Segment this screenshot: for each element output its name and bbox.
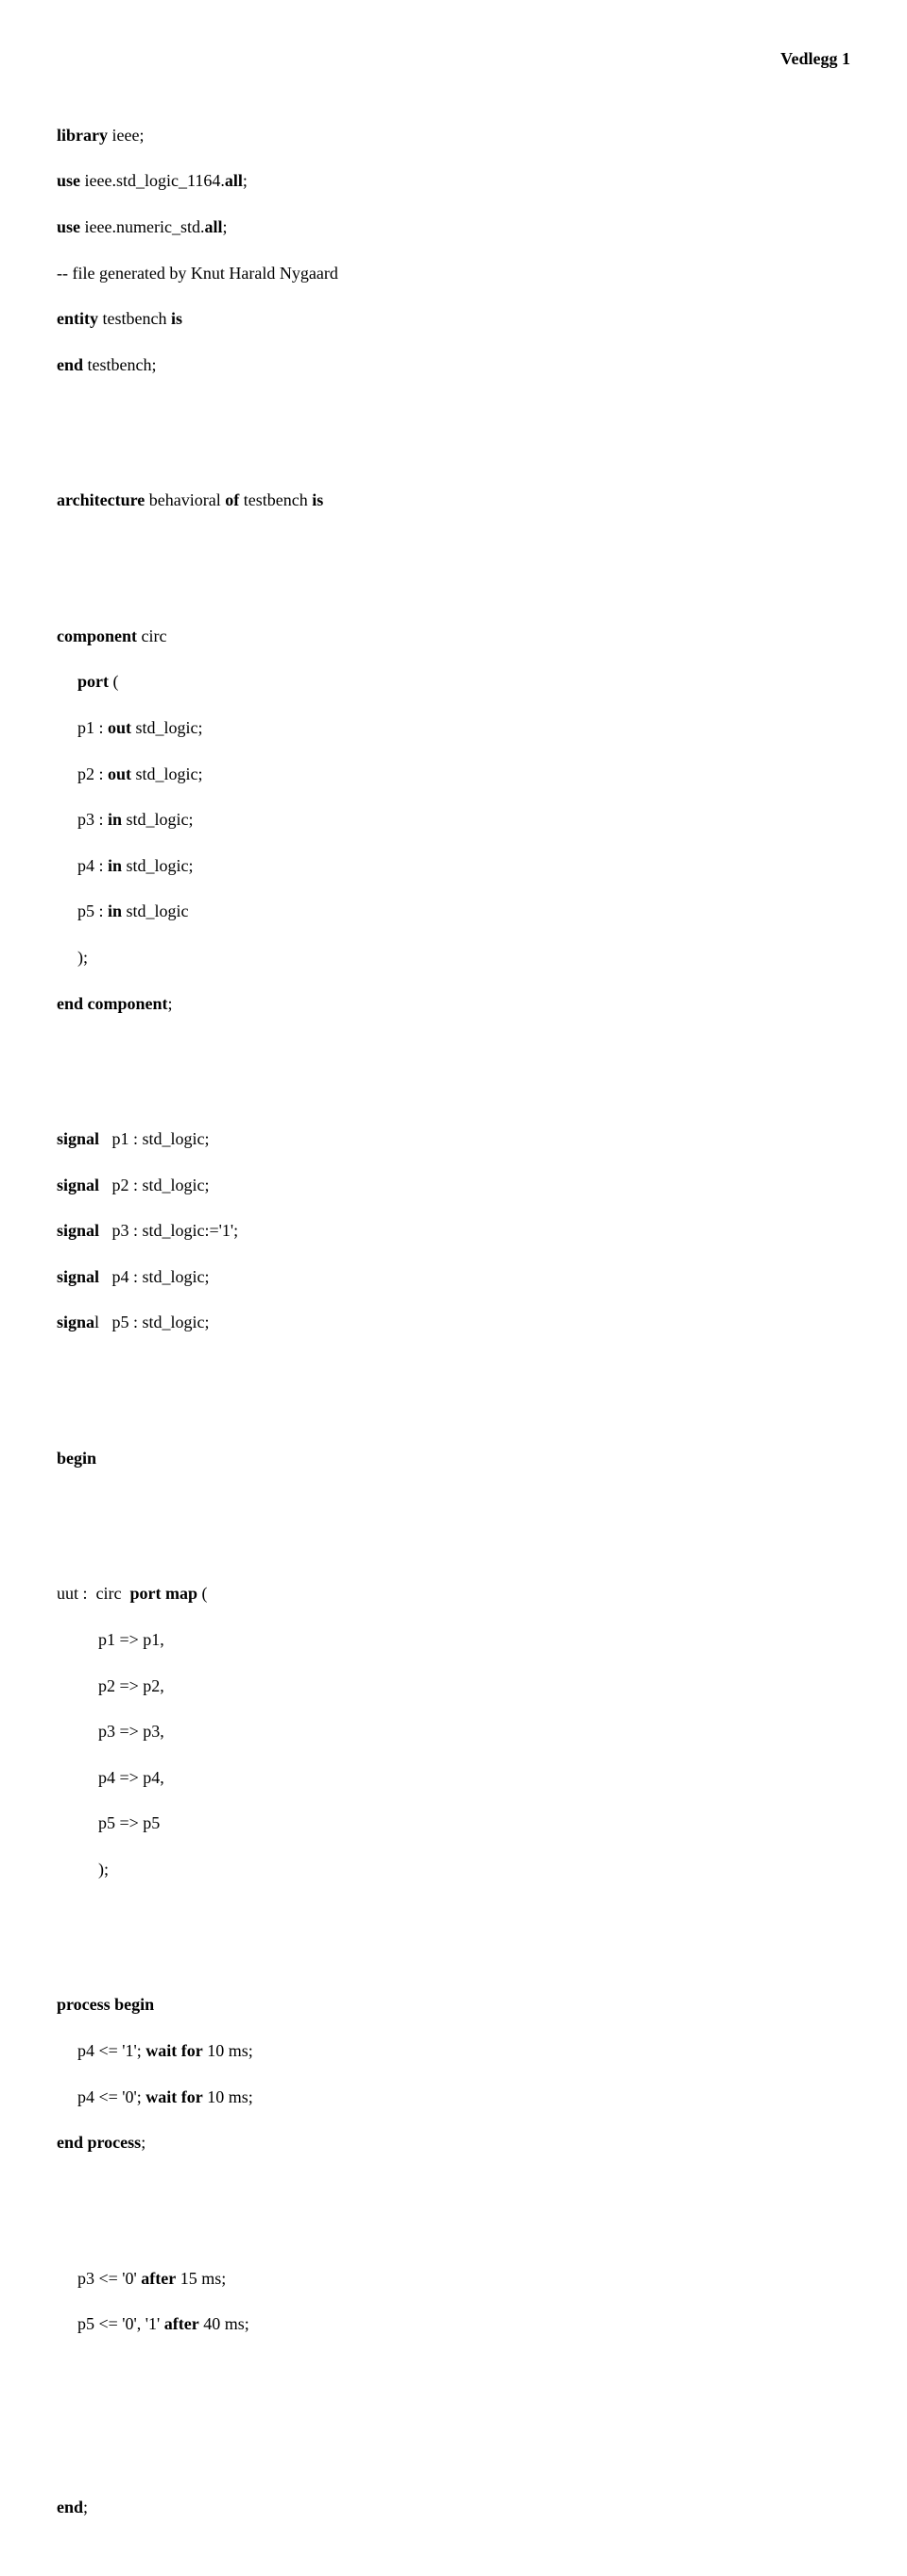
- kw-out: out: [108, 764, 131, 783]
- kw-out: out: [108, 718, 131, 737]
- kw-end-process: end process: [57, 2133, 141, 2152]
- text: p3 <= '0': [77, 2269, 141, 2288]
- text: p2 : std_logic;: [99, 1176, 210, 1194]
- text: 40 ms;: [199, 2314, 249, 2333]
- kw-signal: signal: [57, 1267, 99, 1286]
- text: p3 :: [77, 810, 108, 829]
- text: p4 <= '0';: [77, 2087, 145, 2106]
- kw-use: use: [57, 171, 80, 190]
- text: behavioral: [145, 490, 225, 509]
- text: );: [77, 948, 88, 967]
- kw-is: is: [171, 309, 182, 328]
- kw-after: after: [141, 2269, 176, 2288]
- text: p3 : std_logic:='1';: [99, 1221, 238, 1240]
- text: p5 :: [77, 902, 108, 920]
- kw-begin: begin: [57, 1449, 96, 1468]
- kw-in: in: [108, 810, 122, 829]
- text: testbench: [98, 309, 171, 328]
- text: ;: [141, 2133, 145, 2152]
- kw-end: end: [57, 355, 83, 374]
- kw-entity: entity: [57, 309, 98, 328]
- document-header: Vedlegg 1: [57, 47, 850, 70]
- kw-signal: signal: [57, 1129, 99, 1148]
- kw-end-component: end component: [57, 994, 168, 1013]
- text: ;: [83, 2498, 88, 2516]
- kw-is: is: [312, 490, 323, 509]
- code-block: library ieee; use ieee.std_logic_1164.al…: [57, 77, 850, 2576]
- text: ieee;: [108, 126, 144, 145]
- kw-port-map: port map: [129, 1584, 197, 1603]
- text: p2 => p2,: [98, 1676, 164, 1695]
- kw-signal: signal: [57, 1176, 99, 1194]
- text: p1 : std_logic;: [99, 1129, 210, 1148]
- comment: -- file generated by Knut Harald Nygaard: [57, 264, 338, 283]
- kw-in: in: [108, 902, 122, 920]
- text: ieee.std_logic_1164.: [80, 171, 225, 190]
- kw-signal: signal: [57, 1221, 99, 1240]
- text: (: [197, 1584, 208, 1603]
- text: std_logic;: [122, 856, 194, 875]
- text: 10 ms;: [203, 2041, 253, 2060]
- kw-architecture: architecture: [57, 490, 145, 509]
- text: ;: [168, 994, 173, 1013]
- text: 10 ms;: [203, 2087, 253, 2106]
- text: ;: [222, 217, 227, 236]
- text: p5 => p5: [98, 1813, 160, 1832]
- kw-component: component: [57, 627, 137, 645]
- text: (: [109, 672, 119, 691]
- kw-wait-for: wait for: [145, 2041, 202, 2060]
- kw-after: after: [164, 2314, 199, 2333]
- kw-signal: signa: [57, 1313, 94, 1331]
- text: p4 => p4,: [98, 1768, 164, 1787]
- text: ;: [243, 171, 248, 190]
- text: );: [98, 1860, 109, 1879]
- text: p4 <= '1';: [77, 2041, 145, 2060]
- text: std_logic;: [131, 764, 203, 783]
- kw-process-begin: process begin: [57, 1995, 154, 2014]
- kw-wait-for: wait for: [145, 2087, 202, 2106]
- text: std_logic;: [122, 810, 194, 829]
- kw-library: library: [57, 126, 108, 145]
- kw-end: end: [57, 2498, 83, 2516]
- text: p2 :: [77, 764, 108, 783]
- kw-use: use: [57, 217, 80, 236]
- text: p5 <= '0', '1': [77, 2314, 164, 2333]
- text: p4 : std_logic;: [99, 1267, 210, 1286]
- kw-all: all: [204, 217, 222, 236]
- kw-port: port: [77, 672, 109, 691]
- text: 15 ms;: [176, 2269, 226, 2288]
- text: circ: [137, 627, 166, 645]
- kw-in: in: [108, 856, 122, 875]
- text: p3 => p3,: [98, 1722, 164, 1741]
- kw-of: of: [225, 490, 239, 509]
- text: ieee.numeric_std.: [80, 217, 204, 236]
- text: std_logic;: [131, 718, 203, 737]
- text: p4 :: [77, 856, 108, 875]
- text: std_logic: [122, 902, 189, 920]
- text: p1 :: [77, 718, 108, 737]
- text: uut : circ: [57, 1584, 129, 1603]
- kw-all: all: [225, 171, 243, 190]
- text: testbench: [239, 490, 312, 509]
- text: p1 => p1,: [98, 1630, 164, 1649]
- text: testbench;: [83, 355, 156, 374]
- text: l p5 : std_logic;: [94, 1313, 210, 1331]
